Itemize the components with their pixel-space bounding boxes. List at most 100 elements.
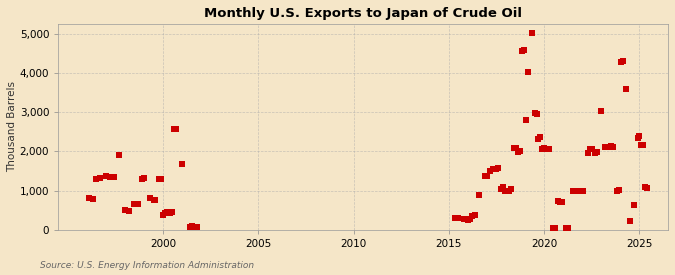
Point [601, 144, 612, 149]
Point [159, 211, 170, 216]
Point [192, 225, 202, 230]
Point [469, 213, 480, 218]
Point [164, 211, 175, 216]
Point [526, 31, 537, 35]
Point [124, 209, 134, 214]
Point [562, 226, 573, 230]
Point [576, 188, 587, 193]
Point [578, 189, 589, 193]
Point [490, 167, 501, 171]
Point [133, 201, 144, 206]
Point [474, 193, 485, 197]
Point [500, 189, 510, 193]
Point [555, 200, 566, 204]
Point [572, 188, 583, 193]
Point [453, 216, 464, 220]
Point [636, 143, 647, 147]
Point [640, 185, 651, 190]
Point [87, 197, 98, 201]
Point [541, 146, 552, 151]
Point [480, 174, 491, 178]
Point [624, 219, 635, 223]
Point [537, 147, 547, 151]
Point [616, 60, 627, 64]
Point [613, 188, 624, 192]
Point [169, 127, 180, 131]
Point [539, 146, 549, 150]
Point [535, 135, 546, 139]
Point [83, 196, 94, 200]
Point [138, 176, 149, 181]
Point [618, 59, 628, 63]
Point [632, 135, 643, 140]
Point [583, 150, 593, 155]
Point [520, 118, 531, 122]
Point [464, 217, 475, 221]
Point [186, 224, 197, 228]
Point [144, 196, 155, 200]
Point [585, 147, 595, 152]
Point [487, 167, 498, 171]
Point [587, 147, 597, 152]
Point [642, 186, 653, 190]
Point [156, 177, 167, 182]
Point [591, 150, 602, 154]
Point [531, 111, 542, 116]
Point [154, 177, 165, 182]
Point [533, 137, 544, 141]
Point [522, 70, 533, 74]
Point [549, 226, 560, 230]
Point [493, 166, 504, 170]
Point [628, 203, 639, 208]
Point [611, 188, 622, 193]
Point [119, 208, 130, 212]
Point [502, 188, 512, 193]
Point [166, 210, 177, 214]
Point [547, 226, 558, 230]
Point [101, 174, 111, 178]
Point [177, 162, 188, 166]
Point [506, 186, 516, 191]
Point [129, 202, 140, 207]
Point [569, 188, 580, 193]
Point [553, 199, 564, 203]
Point [171, 127, 182, 131]
Point [605, 144, 616, 148]
Point [105, 175, 115, 179]
Point [498, 185, 509, 190]
Point [638, 142, 649, 147]
Point [148, 198, 159, 203]
Point [150, 198, 161, 202]
Point [485, 169, 495, 173]
Point [482, 174, 493, 179]
Point [462, 218, 473, 222]
Point [513, 150, 524, 154]
Y-axis label: Thousand Barrels: Thousand Barrels [7, 81, 17, 172]
Point [589, 151, 600, 155]
Point [161, 210, 172, 214]
Text: Source: U.S. Energy Information Administration: Source: U.S. Energy Information Administ… [40, 260, 254, 270]
Point [561, 226, 572, 230]
Title: Monthly U.S. Exports to Japan of Crude Oil: Monthly U.S. Exports to Japan of Crude O… [204, 7, 522, 20]
Point [574, 189, 585, 193]
Point [95, 176, 105, 180]
Point [91, 177, 102, 181]
Point [114, 153, 125, 158]
Point [190, 224, 201, 229]
Point [568, 189, 578, 193]
Point [108, 175, 119, 179]
Point [517, 49, 528, 53]
Point [504, 188, 514, 193]
Point [608, 145, 618, 150]
Point [184, 224, 195, 229]
Point [515, 148, 526, 153]
Point [459, 217, 470, 221]
Point [600, 145, 611, 150]
Point [529, 111, 540, 115]
Point [450, 215, 460, 220]
Point [596, 109, 607, 114]
Point [621, 86, 632, 91]
Point [519, 48, 530, 52]
Point [466, 214, 477, 218]
Point [137, 177, 148, 182]
